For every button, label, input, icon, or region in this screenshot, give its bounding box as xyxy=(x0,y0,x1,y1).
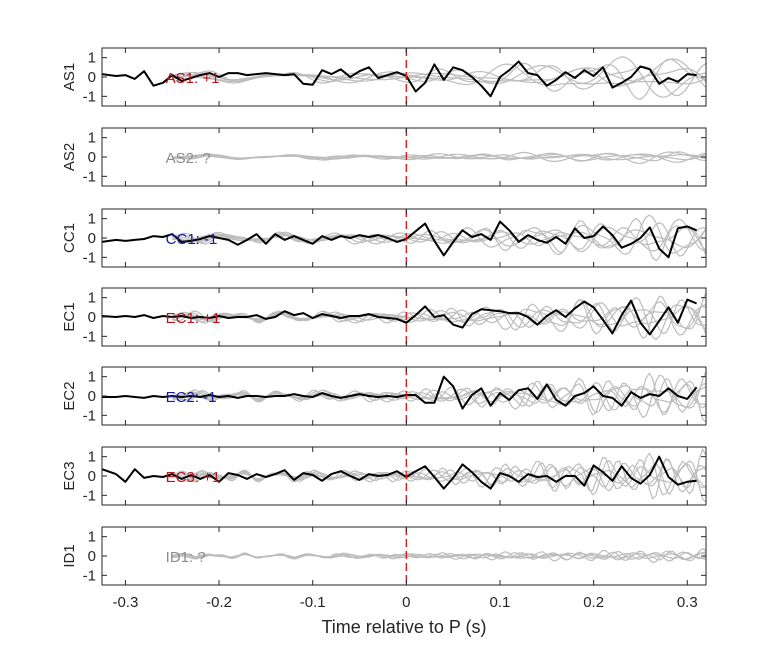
x-tick-label: 0.2 xyxy=(583,594,604,611)
y-tick-label: 0 xyxy=(88,548,96,565)
plot-area xyxy=(172,151,706,165)
background-trace xyxy=(172,56,706,98)
plot-area xyxy=(102,447,706,503)
plot-area xyxy=(102,214,706,262)
x-tick-label: 0 xyxy=(402,594,410,611)
x-tick-label: 0.1 xyxy=(490,594,511,611)
y-tick-label: -1 xyxy=(83,407,96,424)
series-line-ec3 xyxy=(102,455,697,490)
background-trace xyxy=(171,447,706,500)
y-tick-label: -1 xyxy=(83,567,96,584)
plot-area xyxy=(102,292,706,341)
polarity-label: CC1: -1 xyxy=(166,231,218,248)
background-trace xyxy=(172,377,706,413)
panel-ec1: 1 0 -1 EC1 EC1: +1 xyxy=(61,287,707,347)
x-tick-label: 0.3 xyxy=(677,594,698,611)
y-tick-label: 1 xyxy=(88,130,96,147)
background-trace xyxy=(172,371,706,418)
polarity-label: AS2: ? xyxy=(166,150,211,167)
series-line-ec2 xyxy=(102,375,698,410)
station-label: EC2 xyxy=(61,381,78,410)
y-tick-label: 1 xyxy=(88,211,96,228)
panel-as1: 1 0 -1 AS1 AS1: +1 xyxy=(61,47,707,107)
background-trace xyxy=(172,217,706,262)
background-trace xyxy=(172,292,706,339)
y-tick-label: 0 xyxy=(88,230,96,247)
background-trace xyxy=(172,547,706,564)
station-label: ID1 xyxy=(61,544,78,567)
station-label: EC3 xyxy=(61,461,78,490)
polarity-label: EC3: +1 xyxy=(166,469,221,486)
plot-area xyxy=(172,547,706,564)
plot-area xyxy=(102,371,706,423)
y-tick-label: -1 xyxy=(83,168,96,185)
x-tick-label: -0.3 xyxy=(112,594,138,611)
station-label: EC1 xyxy=(61,302,78,331)
y-tick-label: 0 xyxy=(88,388,96,405)
y-tick-label: 0 xyxy=(88,69,96,86)
y-tick-label: 0 xyxy=(88,468,96,485)
series-line-ec1 xyxy=(102,298,697,336)
panel-as2: 1 0 -1 AS2 AS2: ? xyxy=(61,127,707,187)
x-tick-label: -0.2 xyxy=(206,594,232,611)
panel-ec3: 1 0 -1 EC3 EC3: +1 xyxy=(61,446,707,506)
y-tick-label: -1 xyxy=(83,487,96,504)
y-tick-label: 1 xyxy=(88,369,96,386)
series-line-cc1 xyxy=(102,220,697,259)
polarity-label: EC1: +1 xyxy=(166,310,221,327)
y-tick-label: 1 xyxy=(88,290,96,307)
y-tick-label: 1 xyxy=(88,50,96,67)
y-tick-label: 1 xyxy=(88,449,96,466)
panels-root: 1 0 -1 AS1 AS1: +1 1 0 -1 AS2 AS2: ? 1 0 -1 CC1 CC1: -… xyxy=(61,47,707,611)
y-tick-label: -1 xyxy=(83,88,96,105)
y-tick-label: 1 xyxy=(88,529,96,546)
panel-ec2: 1 0 -1 EC2 EC2: -1 xyxy=(61,366,707,426)
y-tick-label: -1 xyxy=(83,328,96,345)
panel-cc1: 1 0 -1 CC1 CC1: -1 xyxy=(61,208,707,268)
x-axis-label: Time relative to P (s) xyxy=(321,617,486,637)
x-tick-label: -0.1 xyxy=(300,594,326,611)
panel-id1: 1 0 -1 ID1 ID1: ? xyxy=(61,526,707,586)
background-trace xyxy=(172,151,706,162)
polarity-label: EC2: -1 xyxy=(166,389,217,406)
polarity-label: ID1: ? xyxy=(166,549,206,566)
polarity-label: AS1: +1 xyxy=(166,70,220,87)
series-line-as1 xyxy=(102,60,697,98)
background-trace xyxy=(172,305,706,330)
background-trace xyxy=(172,372,706,423)
station-label: AS2 xyxy=(61,143,78,171)
plot-area xyxy=(102,56,706,100)
background-trace xyxy=(172,58,706,100)
y-tick-label: 0 xyxy=(88,309,96,326)
station-label: CC1 xyxy=(61,223,78,253)
background-trace xyxy=(172,550,706,562)
y-tick-label: 0 xyxy=(88,149,96,166)
y-tick-label: -1 xyxy=(83,249,96,266)
station-label: AS1 xyxy=(61,63,78,91)
